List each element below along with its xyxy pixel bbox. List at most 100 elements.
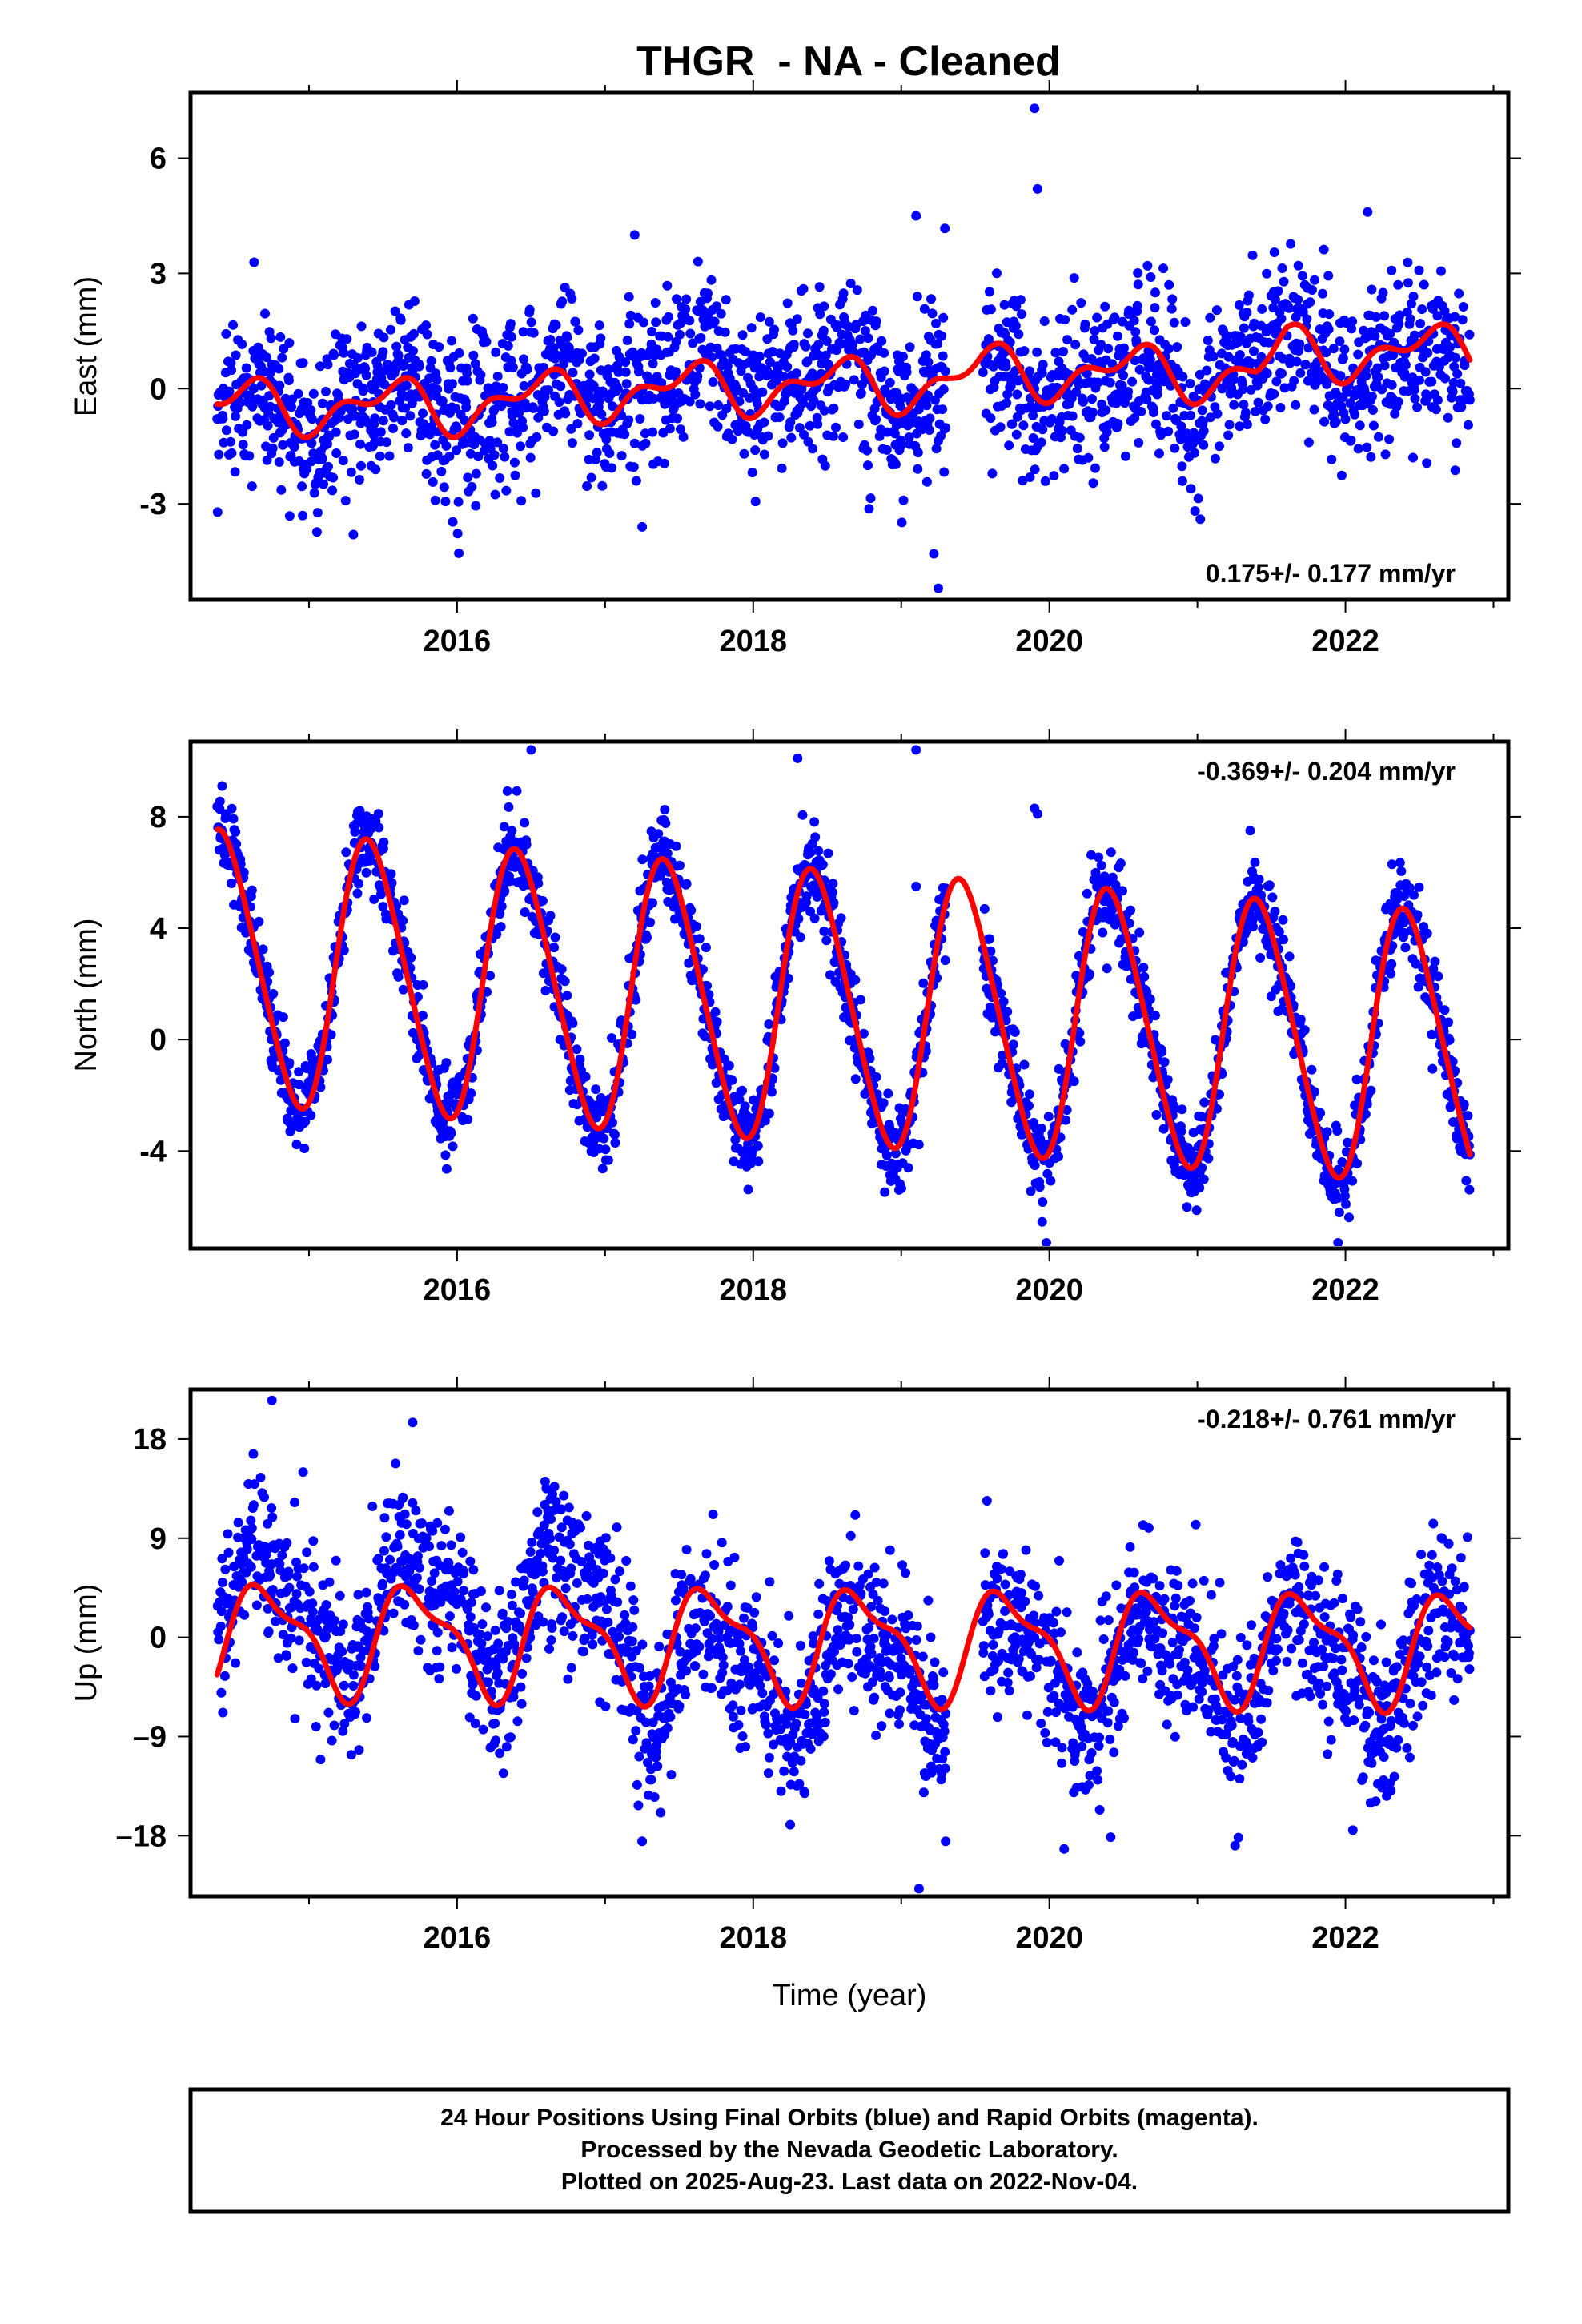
data-point (386, 324, 396, 335)
data-point (1408, 452, 1418, 463)
data-point (1443, 412, 1453, 423)
data-point (516, 441, 525, 452)
data-point (323, 461, 333, 472)
data-point (275, 380, 285, 391)
data-point (401, 1519, 412, 1530)
data-point (753, 1156, 764, 1167)
data-point (1279, 935, 1288, 945)
data-point (658, 428, 669, 438)
data-point (921, 400, 932, 411)
data-point (746, 323, 757, 333)
data-point (447, 336, 456, 346)
data-point (648, 898, 658, 908)
data-point (1303, 437, 1314, 448)
data-point (519, 380, 529, 391)
data-point (375, 1595, 385, 1605)
data-point (890, 1148, 901, 1159)
data-point (339, 945, 349, 955)
data-point (681, 304, 691, 314)
data-point (912, 292, 922, 302)
data-point (421, 468, 432, 479)
data-point (724, 1060, 734, 1071)
data-point (913, 464, 923, 474)
data-point (663, 332, 673, 342)
data-point (631, 476, 641, 486)
data-point (1419, 279, 1429, 290)
data-point (267, 1512, 278, 1522)
y-axis-label: East (mm) (70, 276, 103, 416)
data-point (228, 814, 239, 824)
data-point (463, 1114, 473, 1124)
data-point (323, 360, 333, 370)
data-point (1277, 263, 1287, 273)
data-point (819, 301, 829, 312)
data-point (782, 362, 793, 372)
data-point (331, 1555, 341, 1566)
data-point (311, 527, 322, 537)
data-point (308, 1536, 319, 1546)
data-point (533, 879, 544, 888)
data-point (1456, 402, 1467, 412)
data-point (624, 319, 635, 329)
data-point (418, 408, 428, 419)
data-point (720, 327, 730, 337)
data-point (1332, 1126, 1343, 1136)
data-point (777, 438, 788, 448)
data-point (1082, 888, 1092, 899)
data-point (663, 312, 673, 322)
data-point (548, 426, 559, 436)
data-point (1452, 368, 1463, 379)
data-point (1130, 412, 1140, 423)
data-point (1415, 319, 1426, 328)
data-point (259, 1492, 269, 1502)
data-point (898, 495, 909, 505)
x-tick-label: 2018 (720, 1273, 788, 1307)
data-point (436, 1541, 447, 1551)
data-point (931, 444, 942, 454)
data-point (290, 1714, 300, 1724)
data-point (242, 420, 252, 430)
data-point (1238, 937, 1248, 947)
data-point (737, 1085, 747, 1096)
data-point (1318, 288, 1328, 299)
data-point (283, 376, 294, 385)
data-point (1463, 1111, 1473, 1121)
data-point (829, 403, 839, 413)
data-point (249, 1479, 259, 1490)
data-point (537, 895, 548, 906)
data-point (1162, 1075, 1173, 1085)
data-point (217, 1578, 227, 1587)
data-point (708, 377, 718, 387)
data-point (444, 1506, 454, 1516)
data-point-outlier (348, 529, 359, 540)
data-point (1410, 393, 1420, 404)
data-point (905, 342, 915, 352)
data-point (495, 909, 505, 919)
data-point (1082, 368, 1092, 379)
data-point (1150, 325, 1159, 336)
data-point (238, 440, 248, 450)
data-point (1012, 389, 1022, 400)
data-point (1016, 309, 1026, 320)
y-tick-label: -3 (139, 488, 167, 521)
data-point (1459, 1100, 1469, 1110)
data-point (1186, 484, 1196, 494)
data-point (1387, 959, 1397, 969)
data-point (516, 496, 527, 506)
data-point (264, 391, 275, 401)
data-point (709, 316, 720, 327)
data-point (1229, 400, 1239, 410)
data-point (284, 338, 295, 348)
data-point (533, 412, 544, 423)
data-point (940, 955, 950, 966)
data-point (984, 934, 994, 944)
data-point (1157, 1047, 1167, 1057)
data-point (1062, 1105, 1072, 1115)
data-point (327, 1735, 337, 1746)
data-point (640, 428, 650, 439)
velocity-annotation: -0.369+/- 0.204 mm/yr (1197, 757, 1456, 786)
data-point (1007, 419, 1018, 429)
data-point (704, 990, 714, 999)
data-point (803, 436, 813, 447)
data-point (651, 317, 661, 328)
